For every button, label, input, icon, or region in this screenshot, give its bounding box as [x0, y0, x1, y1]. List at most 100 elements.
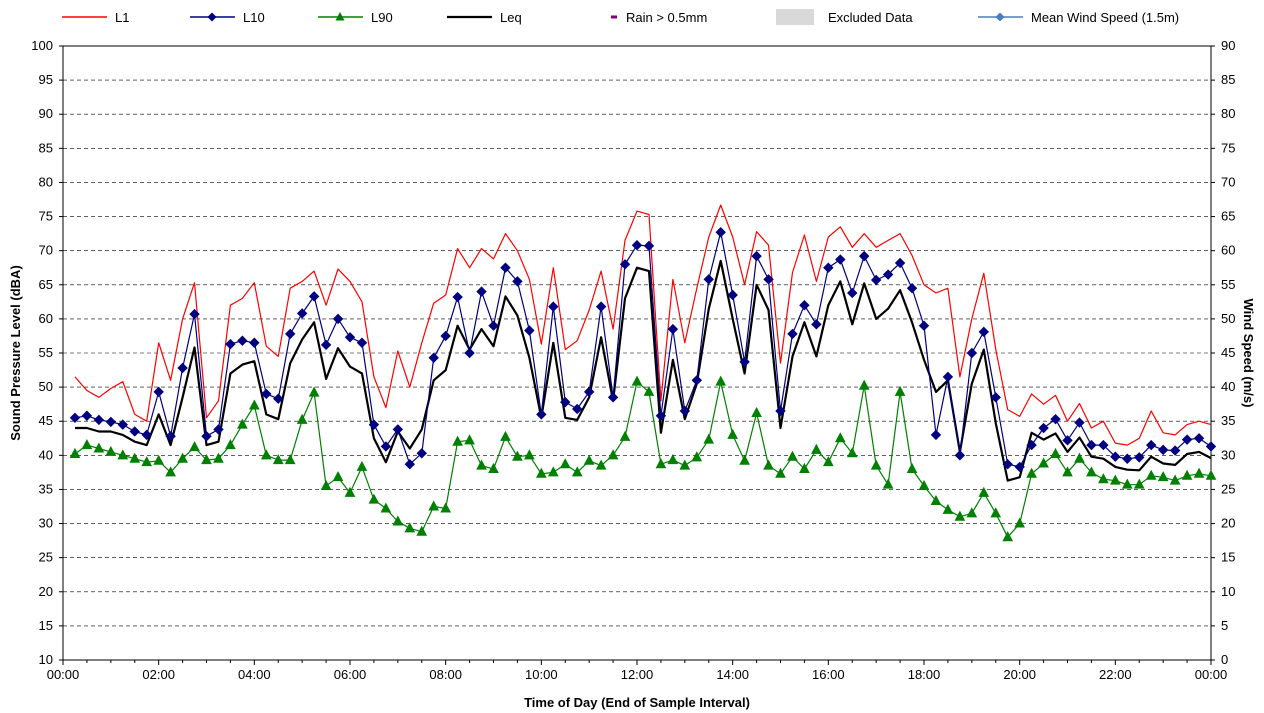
y-tick-label: 40 [39, 447, 53, 462]
series-l90-point [141, 456, 153, 467]
y-axis-right-ticks: 0 5 10 15 20 25 30 35 40 45 50 55 60 65 70 75 80 85 90 [1211, 38, 1235, 667]
y2-tick-label: 40 [1221, 379, 1235, 394]
series-l10-point [763, 274, 774, 285]
series-l90-point [488, 462, 499, 473]
series-l90-line [74, 381, 1212, 538]
series-l10-point [1062, 435, 1073, 446]
series-l90-point [918, 479, 930, 491]
x-tick-label: 00:00 [1195, 667, 1228, 682]
series-l10-point [237, 335, 248, 346]
series-l90-point [882, 478, 894, 489]
series-l90-point [201, 454, 212, 465]
series-l10-point [1157, 444, 1169, 456]
series-l10-point [428, 352, 439, 363]
series-l10-point [703, 274, 714, 285]
y2-tick-label: 65 [1221, 209, 1235, 224]
series-l10-point [285, 328, 296, 340]
series-l10-point [1169, 445, 1181, 456]
series-l10-point [739, 356, 750, 368]
legend-label-excluded-data: Excluded Data [828, 10, 913, 25]
series-l90-point [1157, 471, 1169, 482]
y-tick-label: 25 [39, 550, 53, 565]
series-l90-point [1193, 467, 1205, 478]
x-tick-label: 04:00 [238, 667, 271, 682]
series-l10-point [332, 313, 344, 325]
series-l90-point [356, 460, 368, 471]
series-l10-point [859, 250, 870, 262]
y-tick-label: 10 [39, 652, 53, 667]
legend-label-l90: L90 [371, 10, 393, 25]
legend-label-l10: L10 [243, 10, 265, 25]
series-l90-point [595, 459, 607, 470]
series-l90-point [1086, 466, 1097, 477]
series-l10-point [595, 301, 607, 312]
series-l90-point [775, 467, 786, 478]
series-l90-point [703, 433, 715, 444]
y-tick-label: 90 [39, 106, 53, 121]
series-l90-point [990, 507, 1002, 518]
legend-label-mean-wind-speed-1-5m: Mean Wind Speed (1.5m) [1031, 10, 1179, 25]
series-l90-point [452, 435, 463, 446]
series-l90-point [284, 454, 296, 465]
x-tick-label: 20:00 [1003, 667, 1036, 682]
series-l90-point [691, 451, 703, 462]
y2-tick-label: 35 [1221, 413, 1235, 428]
series-l10-point [380, 441, 392, 452]
series-l90-point [1074, 452, 1085, 463]
series-l90-point [153, 454, 164, 465]
y2-tick-label: 55 [1221, 277, 1235, 292]
series-l10-point [655, 410, 667, 421]
series-l90-point [571, 466, 583, 477]
y-tick-label: 15 [39, 618, 53, 633]
series-l90-point [619, 430, 631, 441]
series-l90-point [237, 418, 248, 429]
series-l90-point [583, 454, 595, 465]
series-l90-point [811, 443, 822, 454]
series-l10-point [1014, 461, 1025, 473]
series-l10-point [1074, 417, 1085, 428]
series-l90-point [930, 494, 942, 506]
series-l10-point [631, 240, 643, 251]
series-l10-point [69, 412, 81, 424]
series-l10-point [751, 250, 762, 262]
series-l10-point [296, 308, 308, 319]
series-l10-point [105, 416, 117, 428]
y-axis-left-ticks: 10 15 20 25 30 35 40 45 50 55 60 65 70 75 80 85 90 95 100 [31, 38, 63, 667]
series-l90-point [906, 462, 918, 473]
series-l10-point [799, 300, 810, 311]
series-l10-point [117, 419, 128, 430]
series-l90-point [524, 449, 535, 460]
x-tick-label: 18:00 [908, 667, 941, 682]
series-l90-point [380, 502, 392, 513]
series-l10-point [1122, 453, 1133, 464]
y-axis-right-title: Wind Speed (m/s) [1241, 299, 1256, 408]
series-l10-point [356, 337, 368, 348]
series-l90-point [1002, 531, 1014, 542]
series-l90-point [177, 452, 188, 463]
series-l10-point [1205, 441, 1217, 452]
series-l10-point [823, 262, 834, 273]
y-axis-left-title: Sound Pressure Level (dBA) [8, 265, 23, 441]
x-tick-label: 10:00 [525, 667, 558, 682]
series-l90-point [536, 467, 547, 478]
y2-tick-label: 90 [1221, 38, 1235, 53]
series-l90-point [428, 500, 440, 511]
series-l90-point [1205, 469, 1217, 480]
series-l10-point [894, 257, 906, 269]
legend-swatch-excluded-data [776, 9, 814, 25]
series-l10-point [261, 388, 272, 400]
series-l10-point [572, 403, 583, 415]
series-l1-line [74, 204, 1212, 446]
series-l90-point [81, 439, 93, 450]
series-l10-point [141, 429, 152, 441]
series-l10-point [213, 424, 224, 435]
legend: L1 L10 L90 Leq Rain > 0.5mm Excluded Data Mean… [62, 9, 1179, 25]
series-l90-point [344, 486, 356, 497]
series-l90-point [763, 459, 774, 470]
series-l10-point [691, 375, 702, 386]
series-l90-point [1038, 457, 1049, 468]
series-l90-point [332, 471, 344, 482]
y2-tick-label: 75 [1221, 140, 1235, 155]
series-l10-point [1193, 433, 1205, 444]
y2-tick-label: 80 [1221, 106, 1235, 121]
